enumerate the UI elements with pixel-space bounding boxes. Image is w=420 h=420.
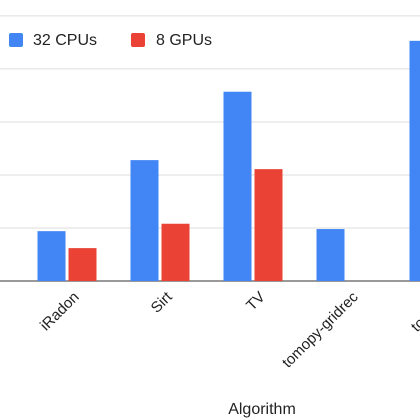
legend-label: 8 GPUs — [156, 32, 212, 49]
legend-swatch — [131, 33, 145, 47]
bar — [130, 160, 159, 281]
bar — [316, 229, 345, 281]
x-tick-label: tomopy-gridrec — [279, 288, 362, 371]
x-tick-label: Sirt — [148, 288, 177, 317]
bar — [37, 231, 66, 281]
bar — [254, 169, 283, 281]
bar — [68, 248, 97, 281]
x-tick-label: tomopy — [408, 288, 420, 335]
bar — [161, 223, 190, 281]
legend-swatch — [9, 33, 23, 47]
x-axis-title: Algorithm — [228, 401, 296, 418]
x-tick-label: iRadon — [37, 289, 83, 335]
bar — [223, 91, 252, 281]
legend-label: 32 CPUs — [33, 32, 97, 49]
x-tick-label: TV — [243, 289, 269, 315]
bar — [409, 40, 420, 282]
